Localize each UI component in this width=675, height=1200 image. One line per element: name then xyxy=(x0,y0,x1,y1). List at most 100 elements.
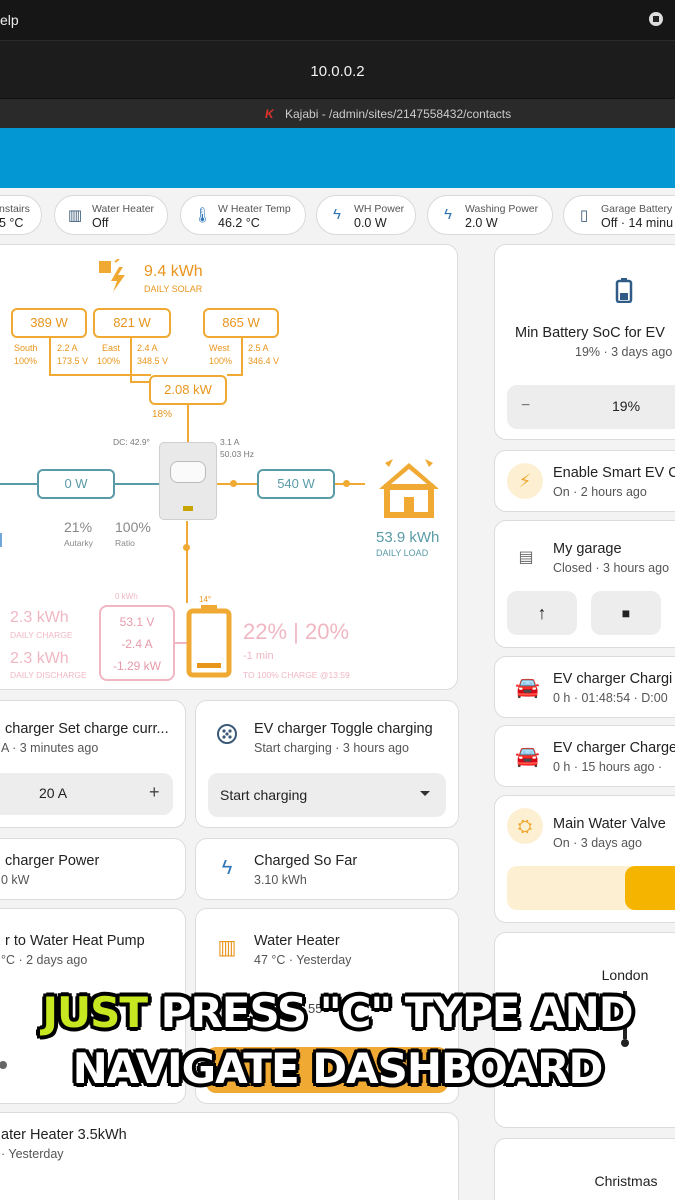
soc-stepper[interactable]: − 19% xyxy=(507,385,675,429)
grid-power-box[interactable]: 0 W xyxy=(37,469,115,499)
card-subtitle: 0 h · 15 hours ago · xyxy=(553,760,663,774)
record-icon[interactable] xyxy=(649,12,663,26)
chip-washing-power[interactable]: ϟ Washing Power 2.0 W xyxy=(427,195,553,235)
kajabi-icon: K xyxy=(265,107,274,121)
chip-upstairs-temp[interactable]: nstairs 5 °C xyxy=(0,195,42,235)
autarky-value: 21% xyxy=(64,519,93,535)
ev-power-card[interactable]: charger Power 0 kW xyxy=(0,838,186,900)
ev-plug-icon xyxy=(216,723,238,751)
daily-solar-value: 9.4 kWh xyxy=(144,263,203,280)
card-title: My garage xyxy=(553,541,622,557)
card-subtitle: 3.10 kWh xyxy=(254,873,307,887)
inverter-frequency: 50.03 Hz xyxy=(220,449,255,459)
pv-line xyxy=(130,381,151,383)
increment-button[interactable]: + xyxy=(149,782,160,802)
address-bar[interactable]: 10.0.0.2 xyxy=(0,40,675,98)
card-title: Main Water Valve xyxy=(553,816,666,832)
water-heater-icon: ▥ xyxy=(217,937,237,959)
ev-charger-charge-card[interactable]: 🚘 EV charger Charge 0 h · 15 hours ago · xyxy=(494,725,675,787)
charge-current-stepper[interactable]: 20 A + xyxy=(0,773,173,815)
ev-toggle-charging-card[interactable]: EV charger Toggle charging Start chargin… xyxy=(195,700,459,828)
chip-garage-battery[interactable]: ▯ Garage Battery Off · 14 minu xyxy=(563,195,675,235)
tab-bar: K Kajabi - /admin/sites/2147558432/contac… xyxy=(0,98,675,128)
ev-set-charge-card[interactable]: charger Set charge curr... A · 3 minutes… xyxy=(0,700,186,828)
string-south-pct: 100% xyxy=(14,356,38,366)
main-water-valve-card[interactable]: ⛭ Main Water Valve On · 3 days ago xyxy=(494,795,675,923)
smart-ev-card[interactable]: ⚡ Enable Smart EV C On · 2 hours ago xyxy=(494,450,675,512)
battery-volts: 53.1 V xyxy=(119,615,155,629)
string-east-volts: 348.5 V xyxy=(137,356,169,366)
string-west-power[interactable]: 865 W xyxy=(203,308,279,338)
pv-line xyxy=(227,374,243,376)
heater-bar[interactable] xyxy=(206,1047,448,1093)
pv-line xyxy=(49,338,51,376)
water-heater-3-5kwh-card[interactable]: ater Heater 3.5kWh · Yesterday xyxy=(0,1112,459,1200)
heat-pump-card[interactable]: r to Water Heat Pump °C · 2 days ago xyxy=(0,908,186,1104)
url-text[interactable]: 10.0.0.2 xyxy=(310,63,365,80)
string-south-volts: 173.5 V xyxy=(57,356,89,366)
daily-solar-label: DAILY SOLAR xyxy=(144,284,203,294)
phone-icon: ▯ xyxy=(579,207,589,224)
card-subtitle: 0 h · 01:48:54 · D:00 xyxy=(553,691,668,705)
inverter-icon[interactable] xyxy=(159,442,217,520)
garage-open-button[interactable]: ↑ xyxy=(507,591,577,635)
pv-line xyxy=(130,338,132,383)
string-south-power[interactable]: 389 W xyxy=(11,308,87,338)
dropdown-arrow-icon xyxy=(420,791,430,796)
chip-label: Garage Battery xyxy=(601,203,673,215)
clock-christmas-card[interactable]: Christmas xyxy=(494,1138,675,1200)
card-subtitle: 19% · 3 days ago xyxy=(575,345,673,359)
chip-wh-power[interactable]: ϟ WH Power 0.0 W xyxy=(316,195,416,235)
battery-icon xyxy=(185,603,233,679)
string-west-volts: 346.4 V xyxy=(248,356,280,366)
lightning-icon: ϟ xyxy=(333,206,341,223)
garage-card[interactable]: ▤ My garage Closed · 3 hours ago ↑ ■ xyxy=(494,520,675,648)
card-title: Min Battery SoC for EV xyxy=(515,325,665,341)
battery-box-kwh: 0 kWh xyxy=(115,592,138,601)
battery-soc-time: -1 min xyxy=(243,650,274,662)
tab-title: Kajabi - /admin/sites/2147558432/contact… xyxy=(285,107,512,121)
decrement-button[interactable]: − xyxy=(521,397,531,414)
string-east-power[interactable]: 821 W xyxy=(93,308,171,338)
card-title: ater Heater 3.5kWh xyxy=(1,1127,127,1143)
card-subtitle: Start charging · 3 hours ago xyxy=(254,741,409,755)
menu-bar: elp xyxy=(0,0,675,40)
chip-label: W Heater Temp xyxy=(218,203,291,215)
pv-total-box[interactable]: 2.08 kW xyxy=(149,375,227,405)
charged-so-far-card[interactable]: ϟ Charged So Far 3.10 kWh xyxy=(195,838,459,900)
battery-soc: 22% | 20% xyxy=(243,619,350,644)
water-heater-card[interactable]: ▥ Water Heater 47 °C · Yesterday 55 xyxy=(195,908,459,1104)
card-title: Charged So Far xyxy=(254,853,358,869)
card-subtitle: 0 kW xyxy=(1,873,30,887)
battery-stats-box[interactable]: 53.1 V -2.4 A -1.29 kW xyxy=(99,605,175,681)
min-battery-soc-card[interactable]: Min Battery SoC for EV 19% · 3 days ago … xyxy=(494,244,675,440)
battery-amps: -2.4 A xyxy=(121,637,153,651)
ev-charger-charging-card[interactable]: 🚘 EV charger Chargi 0 h · 01:48:54 · D:0… xyxy=(494,656,675,718)
flow-dot xyxy=(183,544,190,551)
menu-help[interactable]: elp xyxy=(0,12,19,28)
card-subtitle: Closed · 3 hours ago xyxy=(553,561,670,575)
grid-line xyxy=(115,483,159,485)
card-title: EV charger Chargi xyxy=(553,671,673,687)
slider-knob[interactable] xyxy=(0,1061,7,1069)
soc-value: 19% xyxy=(612,398,641,414)
garage-stop-button[interactable]: ■ xyxy=(591,591,661,635)
browser-tab[interactable]: K Kajabi - /admin/sites/2147558432/contac… xyxy=(265,107,511,121)
valve-toggle-thumb[interactable] xyxy=(625,866,675,910)
chip-heater-temp[interactable]: 🌡 W Heater Temp 46.2 °C xyxy=(180,195,306,235)
card-subtitle: 47 °C · Yesterday xyxy=(254,953,352,967)
caption-line-1-text: PRESS "C" TYPE AND xyxy=(160,988,634,1037)
card-subtitle: · Yesterday xyxy=(1,1147,64,1161)
battery-flow-marker xyxy=(0,533,2,547)
string-west-amps: 2.5 A xyxy=(248,343,269,353)
caption-line-2: NAVIGATE DASHBOARD xyxy=(72,1044,604,1093)
daily-discharge-value: 2.3 kWh xyxy=(10,650,69,667)
string-east-pct: 100% xyxy=(97,356,121,366)
charging-select[interactable]: Start charging xyxy=(208,773,446,817)
valve-toggle[interactable] xyxy=(507,866,675,910)
clock-london-card[interactable]: London xyxy=(494,932,675,1128)
load-power-box[interactable]: 540 W xyxy=(257,469,335,499)
charging-select-value: Start charging xyxy=(220,787,308,803)
chip-label: Washing Power xyxy=(465,203,539,215)
chip-water-heater[interactable]: ▥ Water Heater Off xyxy=(54,195,168,235)
